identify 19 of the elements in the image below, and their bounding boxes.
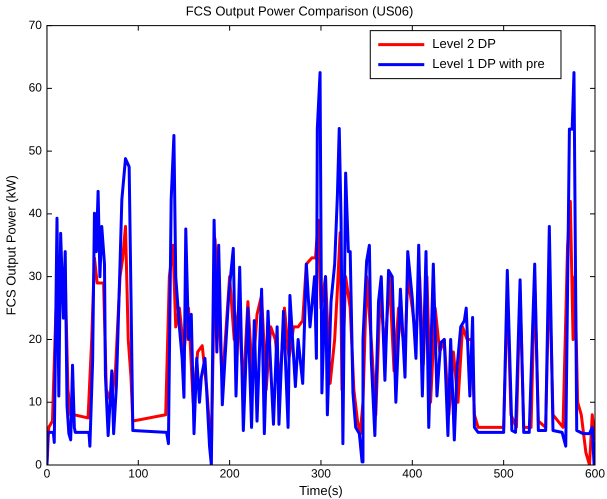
x-tick-label: 200 [220, 466, 240, 481]
x-tick-label: 300 [310, 466, 332, 481]
y-tick-label: 30 [28, 269, 42, 283]
legend-label: Level 2 DP [432, 36, 496, 52]
y-tick-label: 60 [28, 80, 42, 95]
y-axis-title: FCS Output Power (kW) [3, 175, 18, 316]
legend-label: Level 1 DP with pre [432, 56, 545, 72]
y-tick-label: 70 [28, 18, 42, 32]
x-tick-label: 100 [128, 466, 149, 481]
y-tick-label: 10 [28, 394, 42, 409]
y-tick-label: 50 [28, 143, 42, 158]
y-tick-label: 20 [28, 332, 42, 346]
y-tick-label: 40 [28, 206, 42, 220]
y-tick-label: 0 [35, 457, 42, 472]
x-tick-label: 600 [584, 466, 606, 481]
x-tick-label: 500 [494, 466, 514, 481]
chart-title: FCS Output Power Comparison (US06) [186, 3, 414, 18]
x-tick-label: 400 [402, 466, 423, 481]
x-axis-title: Time(s) [299, 482, 343, 498]
